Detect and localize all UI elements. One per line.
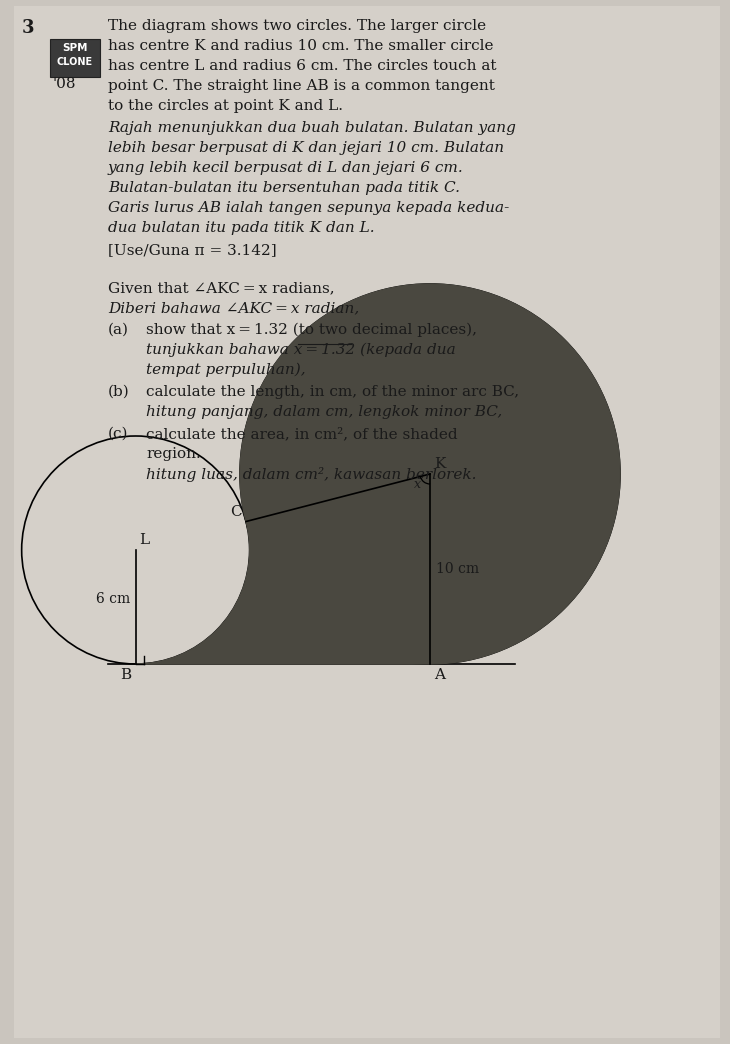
Text: Given that ∠AKC = x radians,: Given that ∠AKC = x radians, [108,281,334,295]
Text: has centre L and radius 6 cm. The circles touch at: has centre L and radius 6 cm. The circle… [108,60,496,73]
Text: dua bulatan itu pada titik K dan L.: dua bulatan itu pada titik K dan L. [108,221,374,235]
Text: A: A [434,668,445,682]
Text: has centre K and radius 10 cm. The smaller circle: has centre K and radius 10 cm. The small… [108,39,493,53]
Text: region.: region. [146,447,201,461]
Text: 6 cm: 6 cm [96,592,131,606]
Text: calculate the area, in cm², of the shaded: calculate the area, in cm², of the shade… [146,427,458,441]
Text: tempat perpuluhan),: tempat perpuluhan), [146,363,306,377]
Text: The diagram shows two circles. The larger circle: The diagram shows two circles. The large… [108,19,486,33]
Text: SPM: SPM [62,43,88,53]
Text: C: C [231,504,242,519]
Text: hitung luas, dalam cm², kawasan berlorek.: hitung luas, dalam cm², kawasan berlorek… [146,467,477,482]
Text: point C. The straight line AB is a common tangent: point C. The straight line AB is a commo… [108,79,495,93]
Text: [Use/Guna π = 3.142]: [Use/Guna π = 3.142] [108,243,277,257]
Text: hitung panjang, dalam cm, lengkok minor BC,: hitung panjang, dalam cm, lengkok minor … [146,405,502,419]
Text: K: K [434,457,445,471]
Text: show that x = 1.32 (to two decimal places),: show that x = 1.32 (to two decimal place… [146,323,477,337]
Text: tunjukkan bahawa x = 1.32 (kepada dua: tunjukkan bahawa x = 1.32 (kepada dua [146,343,456,357]
Text: Bulatan-bulatan itu bersentuhan pada titik C.: Bulatan-bulatan itu bersentuhan pada tit… [108,181,460,195]
Text: lebih besar berpusat di K dan jejari 10 cm. Bulatan: lebih besar berpusat di K dan jejari 10 … [108,141,504,155]
Text: Garis lurus AB ialah tangen sepunya kepada kedua-: Garis lurus AB ialah tangen sepunya kepa… [108,201,510,215]
Text: B: B [120,668,131,682]
Text: (b): (b) [108,385,130,399]
Text: to the circles at point K and L.: to the circles at point K and L. [108,99,343,113]
Text: calculate the length, in cm, of the minor arc BC,: calculate the length, in cm, of the mino… [146,385,519,399]
Text: Diberi bahawa ∠AKC = x radian,: Diberi bahawa ∠AKC = x radian, [108,301,359,315]
Text: x: x [413,477,420,491]
Text: (c): (c) [108,427,128,441]
FancyBboxPatch shape [50,39,100,77]
Polygon shape [136,284,620,664]
Text: CLONE: CLONE [57,57,93,67]
Text: 3: 3 [22,19,34,37]
Text: '08: '08 [53,77,77,91]
Text: yang lebih kecil berpusat di L dan jejari 6 cm.: yang lebih kecil berpusat di L dan jejar… [108,161,464,175]
Text: L: L [139,533,150,547]
Text: 10 cm: 10 cm [436,562,479,576]
Text: Rajah menunjukkan dua buah bulatan. Bulatan yang: Rajah menunjukkan dua buah bulatan. Bula… [108,121,516,135]
Text: (a): (a) [108,323,129,337]
